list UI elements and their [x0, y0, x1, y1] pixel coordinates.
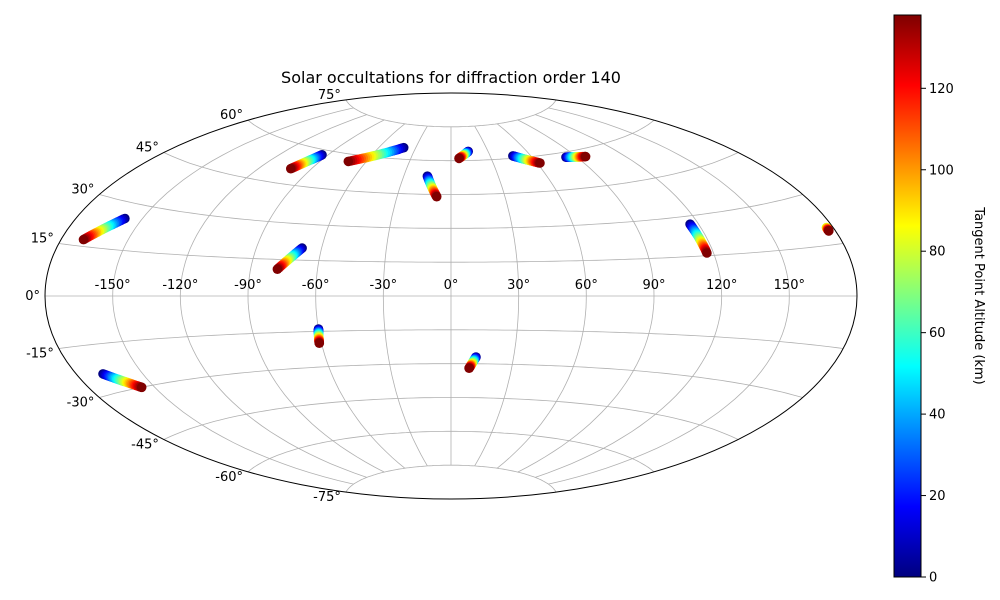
occultation-point [78, 234, 89, 245]
lat-tick-label: -75° [313, 490, 341, 505]
lon-tick-label: 90° [642, 278, 665, 293]
lat-tick-label: 0° [25, 289, 40, 304]
occultation-point [272, 264, 283, 275]
occultation-point [824, 226, 834, 236]
lat-tick-label: 75° [318, 88, 341, 103]
parallel-line [247, 430, 655, 473]
lat-tick-label: 30° [71, 183, 94, 198]
lat-tick-label: 60° [220, 108, 243, 123]
lon-tick-label: -90° [234, 278, 262, 293]
parallel-line [58, 329, 844, 349]
parallel-line [99, 363, 803, 398]
occultation-points [78, 142, 834, 393]
colorbar-label: Tangent Point Altitude (km) [971, 206, 986, 384]
lon-tick-label: 30° [507, 278, 530, 293]
colorbar-tick-label: 100 [929, 163, 954, 178]
map-grid [45, 99, 857, 493]
lon-tick-label: 0° [444, 278, 459, 293]
colorbar-tick-label: 20 [929, 489, 946, 504]
map-outline [44, 92, 858, 500]
colorbar-tick-label: 120 [929, 82, 954, 97]
lon-tick-label: -150° [95, 278, 131, 293]
colorbar-ticks: 0 20 40 60 80 100 120 [921, 82, 954, 586]
chart-title: Solar occultations for diffraction order… [281, 68, 621, 87]
occultation-point [136, 382, 147, 393]
occultation-point [535, 158, 545, 168]
lon-tick-label: -120° [162, 278, 198, 293]
parallel-line [247, 119, 655, 162]
lat-tick-label: -15° [26, 347, 54, 362]
longitude-tick-labels: -150° -120° -90° -60° -30° 0° 30° 60° 90° 120° 150… [95, 278, 805, 293]
colorbar-gradient [893, 14, 922, 578]
occultation-point [343, 156, 354, 167]
lon-tick-label: -30° [369, 278, 397, 293]
colorbar-tick-label: 80 [929, 245, 946, 260]
occultation-point [286, 163, 296, 174]
parallel-line [163, 152, 739, 195]
occultation-point [454, 153, 464, 164]
lon-tick-label: 120° [706, 278, 737, 293]
parallel-line [58, 243, 844, 263]
parallel-line [345, 464, 557, 493]
parallel-line [345, 99, 557, 128]
lat-tick-label: -45° [131, 438, 159, 453]
occultation-point [464, 363, 474, 374]
colorbar-tick-label: 60 [929, 326, 946, 341]
lat-tick-label: -30° [67, 396, 95, 411]
lon-tick-label: 150° [774, 278, 805, 293]
parallel-line [163, 397, 739, 440]
colorbar-tick-label: 40 [929, 408, 946, 423]
lat-tick-label: 15° [31, 231, 54, 246]
parallel-line [99, 194, 803, 229]
lat-tick-label: -60° [215, 470, 243, 485]
occultation-point [314, 338, 325, 349]
colorbar-tick-label: 0 [929, 571, 937, 586]
lon-tick-label: -60° [302, 278, 330, 293]
latitude-tick-labels: -75° -60° -45° -30° -15° 0° 15° 30° 45° 60° 75° [25, 88, 341, 505]
lon-tick-label: 60° [575, 278, 598, 293]
occultation-point [702, 248, 712, 258]
occultation-point [431, 191, 442, 202]
occultation-point [580, 151, 591, 162]
lat-tick-label: 45° [136, 140, 159, 155]
colorbar: 0 20 40 60 80 100 120 Tangent Point Altitude (… [893, 14, 986, 586]
